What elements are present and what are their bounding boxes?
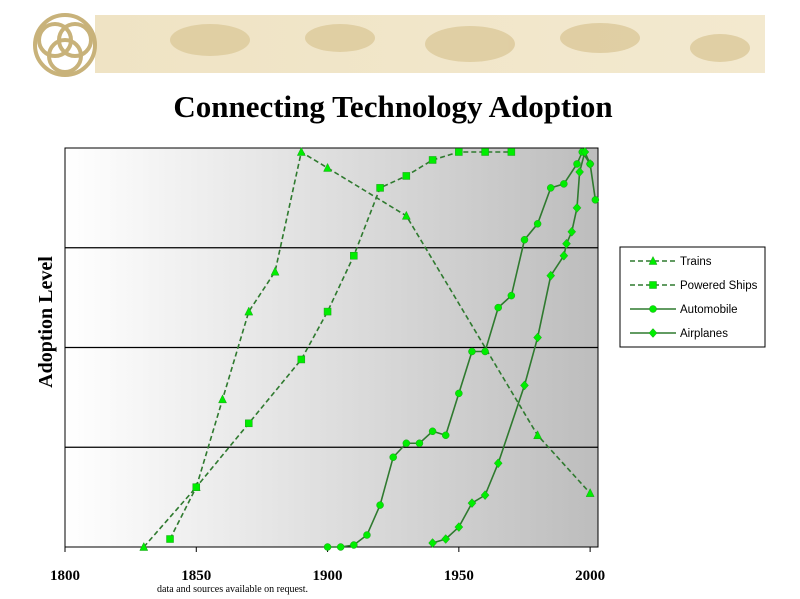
marker	[389, 453, 397, 461]
marker	[546, 270, 556, 281]
marker	[533, 332, 542, 343]
marker	[575, 167, 584, 177]
marker	[468, 347, 476, 356]
legend-label: Powered Ships	[680, 280, 758, 292]
banner-map	[170, 23, 750, 62]
marker	[559, 250, 569, 261]
marker	[567, 226, 577, 237]
marker	[415, 439, 424, 448]
marker	[323, 543, 332, 551]
marker	[244, 306, 254, 316]
logo	[33, 13, 97, 77]
x-tick-label: 2000	[575, 568, 605, 584]
marker	[649, 281, 657, 289]
footnote: data and sources available on request.	[157, 584, 308, 595]
marker	[573, 160, 581, 168]
y-axis-label: Adoption Level	[35, 256, 57, 388]
marker	[428, 538, 437, 548]
marker	[139, 541, 149, 551]
chart-title: Connecting Technology Adoption	[173, 89, 612, 124]
marker	[585, 488, 595, 497]
marker	[591, 196, 600, 204]
marker	[455, 389, 463, 398]
marker	[402, 439, 411, 448]
marker	[428, 427, 437, 436]
marker	[648, 255, 658, 265]
marker	[336, 543, 345, 551]
x-tick-label: 1850	[181, 568, 211, 584]
marker	[376, 184, 384, 192]
legend-box	[619, 246, 766, 348]
x-tick-label: 1800	[50, 568, 80, 584]
marker	[376, 501, 384, 509]
marker	[507, 148, 516, 156]
marker	[218, 394, 227, 404]
marker	[363, 531, 371, 539]
marker	[270, 266, 280, 276]
legend-label: Automobile	[680, 304, 738, 316]
marker	[562, 238, 571, 249]
marker	[296, 146, 306, 156]
marker	[507, 291, 516, 300]
marker	[350, 541, 358, 549]
legend-label: Airplanes	[680, 328, 728, 340]
marker	[323, 307, 332, 316]
marker	[455, 148, 463, 156]
series-line	[143, 150, 591, 548]
marker	[402, 172, 411, 180]
marker	[350, 251, 358, 260]
marker	[649, 305, 657, 313]
marker	[467, 498, 477, 508]
marker	[323, 162, 332, 172]
marker	[585, 159, 595, 169]
x-tick-label: 1900	[313, 568, 343, 584]
marker	[245, 419, 253, 428]
marker	[493, 458, 503, 469]
marker	[441, 431, 450, 440]
marker	[401, 210, 411, 220]
marker	[546, 184, 555, 192]
marker	[480, 490, 490, 501]
series-line	[432, 149, 591, 544]
x-tick-label: 1950	[444, 568, 474, 584]
marker	[572, 202, 582, 213]
marker	[166, 535, 174, 543]
marker	[454, 522, 464, 532]
marker	[441, 534, 451, 544]
marker	[560, 180, 568, 188]
marker	[533, 430, 543, 440]
marker	[520, 236, 529, 244]
marker	[648, 328, 658, 338]
marker	[297, 355, 306, 364]
marker	[580, 147, 590, 157]
marker	[494, 303, 502, 312]
marker	[428, 156, 437, 164]
marker	[533, 220, 542, 228]
marker	[481, 148, 489, 156]
marker	[192, 483, 201, 491]
series-line	[169, 151, 512, 540]
marker	[481, 347, 489, 356]
legend-label: Trains	[680, 256, 712, 268]
marker	[520, 380, 529, 391]
